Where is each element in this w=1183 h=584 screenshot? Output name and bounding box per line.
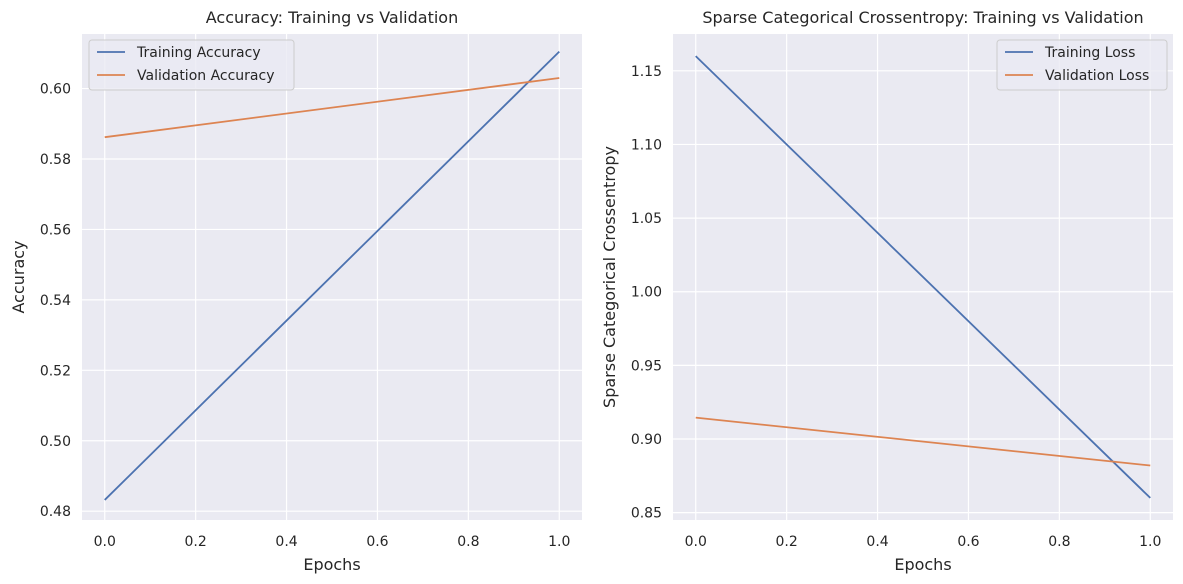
- x-tick-label: 0.8: [457, 534, 479, 550]
- x-tick-label: 0.0: [94, 534, 116, 550]
- chart-title: Sparse Categorical Crossentropy: Trainin…: [702, 8, 1143, 27]
- x-tick-label: 1.0: [548, 534, 570, 550]
- legend: Training Loss Validation Loss: [996, 39, 1168, 91]
- y-tick-label: 0.58: [40, 152, 71, 168]
- y-tick-label: 0.60: [40, 82, 71, 98]
- x-tick-label: 0.2: [185, 534, 207, 550]
- y-tick-label: 0.52: [40, 363, 71, 379]
- series-line-training-accuracy: [104, 50, 560, 501]
- legend-box: [88, 39, 295, 91]
- x-tick-label: 0.0: [685, 534, 707, 550]
- y-tick-label: 0.54: [40, 293, 71, 309]
- x-tick-label: 0.8: [1048, 534, 1070, 550]
- x-tick-label: 0.6: [366, 534, 388, 550]
- series-line-validation-loss: [695, 416, 1151, 467]
- y-tick-label: 0.56: [40, 222, 71, 238]
- legend-box: [996, 39, 1168, 91]
- x-axis-label: Epochs: [303, 555, 360, 574]
- y-tick-label: 0.48: [40, 504, 71, 520]
- accuracy-chart: 0.0 0.2 0.4 0.6 0.8 1.0 0.48 0.50 0.52 0.54 0.56 0.…: [9, 8, 582, 574]
- y-tick-label: 0.95: [631, 358, 662, 374]
- y-tick-label: 1.15: [631, 64, 662, 80]
- y-tick-label: 1.10: [631, 137, 662, 153]
- y-tick-label: 0.85: [631, 506, 662, 522]
- y-axis-label: Accuracy: [9, 240, 28, 313]
- series-line-training-loss: [695, 55, 1151, 499]
- x-tick-label: 0.6: [957, 534, 979, 550]
- legend: Training Accuracy Validation Accuracy: [88, 39, 295, 91]
- y-axis-label: Sparse Categorical Crossentropy: [600, 146, 619, 408]
- legend-label: Validation Accuracy: [137, 68, 275, 84]
- series-line-validation-accuracy: [104, 77, 560, 139]
- x-axis-label: Epochs: [894, 555, 951, 574]
- loss-chart: 0.0 0.2 0.4 0.6 0.8 1.0 0.85 0.90 0.95 1.00 1.05 1.…: [600, 8, 1173, 574]
- legend-label: Training Loss: [1044, 45, 1135, 61]
- y-tick-label: 0.90: [631, 432, 662, 448]
- x-tick-label: 0.4: [866, 534, 888, 550]
- x-tick-label: 0.4: [275, 534, 297, 550]
- y-tick-label: 1.05: [631, 211, 662, 227]
- y-tick-label: 1.00: [631, 285, 662, 301]
- x-tick-label: 0.2: [776, 534, 798, 550]
- y-tick-label: 0.50: [40, 434, 71, 450]
- chart-title: Accuracy: Training vs Validation: [206, 8, 458, 27]
- legend-label: Validation Loss: [1045, 68, 1149, 84]
- legend-label: Training Accuracy: [136, 45, 261, 61]
- x-tick-label: 1.0: [1139, 534, 1161, 550]
